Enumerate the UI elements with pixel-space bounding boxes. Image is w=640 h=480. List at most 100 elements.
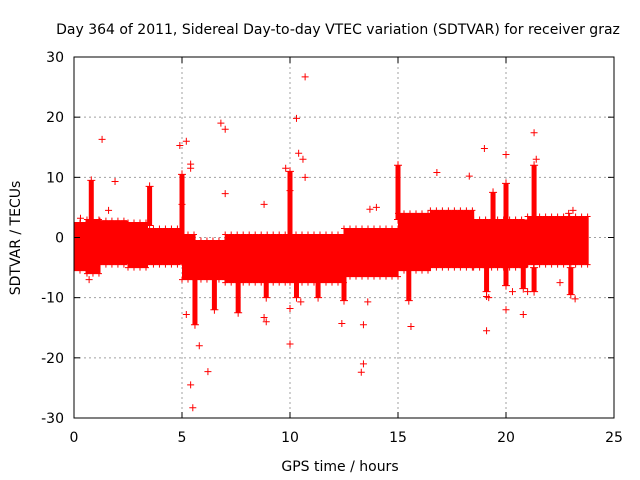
data-point bbox=[144, 261, 151, 268]
data-point bbox=[389, 225, 395, 232]
data-point bbox=[85, 276, 93, 284]
data-point bbox=[131, 264, 137, 271]
data-point bbox=[365, 273, 371, 280]
data-point bbox=[433, 169, 441, 177]
data-point bbox=[299, 231, 305, 238]
data-point bbox=[246, 231, 253, 238]
data-point bbox=[404, 263, 413, 305]
data-point bbox=[469, 207, 476, 214]
data-spike bbox=[406, 267, 412, 301]
data-point bbox=[137, 264, 143, 271]
data-point bbox=[482, 216, 489, 223]
data-spike bbox=[147, 186, 153, 226]
data-point bbox=[264, 231, 271, 238]
data-point bbox=[329, 279, 335, 286]
data-point bbox=[556, 279, 564, 287]
data-point bbox=[578, 213, 585, 220]
data-point bbox=[217, 119, 225, 127]
data-point bbox=[347, 273, 353, 280]
data-point bbox=[433, 264, 440, 271]
data-point bbox=[483, 327, 491, 335]
data-point bbox=[489, 188, 498, 224]
data-point bbox=[221, 190, 229, 198]
data-point bbox=[222, 231, 229, 238]
data-spike bbox=[293, 279, 299, 298]
data-point bbox=[341, 225, 347, 232]
data-point bbox=[215, 276, 222, 283]
data-point bbox=[89, 270, 96, 277]
data-point bbox=[548, 213, 555, 220]
data-point bbox=[566, 261, 573, 268]
data-band-segment bbox=[398, 213, 431, 271]
data-point bbox=[77, 267, 83, 274]
data-point bbox=[232, 249, 240, 257]
data-band-segment bbox=[99, 220, 129, 265]
data-point bbox=[394, 161, 402, 224]
data-point bbox=[262, 269, 271, 302]
data-point bbox=[114, 261, 121, 268]
data-point bbox=[156, 261, 163, 268]
data-point bbox=[260, 200, 268, 208]
data-point bbox=[131, 219, 137, 226]
data-point bbox=[359, 225, 365, 232]
data-point bbox=[377, 225, 383, 232]
data-point bbox=[323, 231, 329, 238]
data-point bbox=[383, 273, 389, 280]
data-point bbox=[143, 264, 149, 271]
data-point bbox=[108, 217, 115, 224]
data-point bbox=[419, 210, 425, 217]
chart-title: Day 364 of 2011, Sidereal Day-to-day VTE… bbox=[56, 22, 620, 38]
data-point bbox=[105, 206, 113, 214]
axes: 0 5 10 15 20 25 -30 -20 -10 0 10 20 30 bbox=[41, 50, 623, 446]
y-tick-label: 10 bbox=[46, 170, 64, 186]
data-spike bbox=[315, 276, 321, 298]
data-point bbox=[111, 178, 119, 186]
data-spike bbox=[287, 171, 293, 235]
y-tick-label: 0 bbox=[55, 231, 64, 247]
data-point bbox=[179, 276, 185, 283]
data-point bbox=[286, 340, 294, 348]
x-tick-label: 5 bbox=[178, 430, 187, 446]
data-point bbox=[395, 273, 401, 280]
data-point bbox=[74, 219, 77, 226]
data-point bbox=[524, 213, 531, 220]
data-point bbox=[530, 161, 539, 221]
data-point bbox=[457, 207, 464, 214]
data-point bbox=[185, 276, 191, 283]
x-axis-label: GPS time / hours bbox=[281, 459, 398, 475]
data-point bbox=[311, 231, 317, 238]
data-point bbox=[338, 320, 346, 328]
data-point bbox=[189, 404, 197, 412]
data-spike bbox=[211, 273, 217, 310]
data-point bbox=[286, 304, 294, 312]
data-point bbox=[524, 261, 531, 268]
data-point bbox=[502, 263, 510, 290]
x-tick-label: 0 bbox=[70, 430, 79, 446]
data-point bbox=[572, 261, 579, 268]
data-point bbox=[407, 210, 413, 217]
data-point bbox=[560, 261, 567, 268]
data-point bbox=[258, 231, 265, 238]
data-spike bbox=[235, 273, 241, 313]
data-point bbox=[407, 323, 415, 331]
y-axis-label: SDTVAR / TECUs bbox=[8, 181, 24, 296]
data-point bbox=[262, 318, 270, 326]
data-point bbox=[419, 267, 425, 274]
data-point bbox=[234, 231, 241, 238]
data-point bbox=[240, 279, 247, 286]
data-point bbox=[508, 288, 516, 296]
data-point bbox=[371, 225, 377, 232]
data-spike bbox=[568, 267, 574, 295]
data-point bbox=[364, 298, 372, 306]
data-point bbox=[494, 264, 501, 271]
data-point bbox=[299, 155, 307, 163]
data-point bbox=[108, 261, 115, 268]
data-point bbox=[150, 225, 157, 232]
data-band-segment bbox=[225, 234, 291, 283]
data-point bbox=[76, 214, 84, 222]
data-point bbox=[182, 137, 190, 145]
data-point bbox=[292, 114, 300, 122]
data-point bbox=[178, 200, 186, 208]
data-point bbox=[372, 203, 380, 211]
data-point bbox=[530, 263, 539, 296]
